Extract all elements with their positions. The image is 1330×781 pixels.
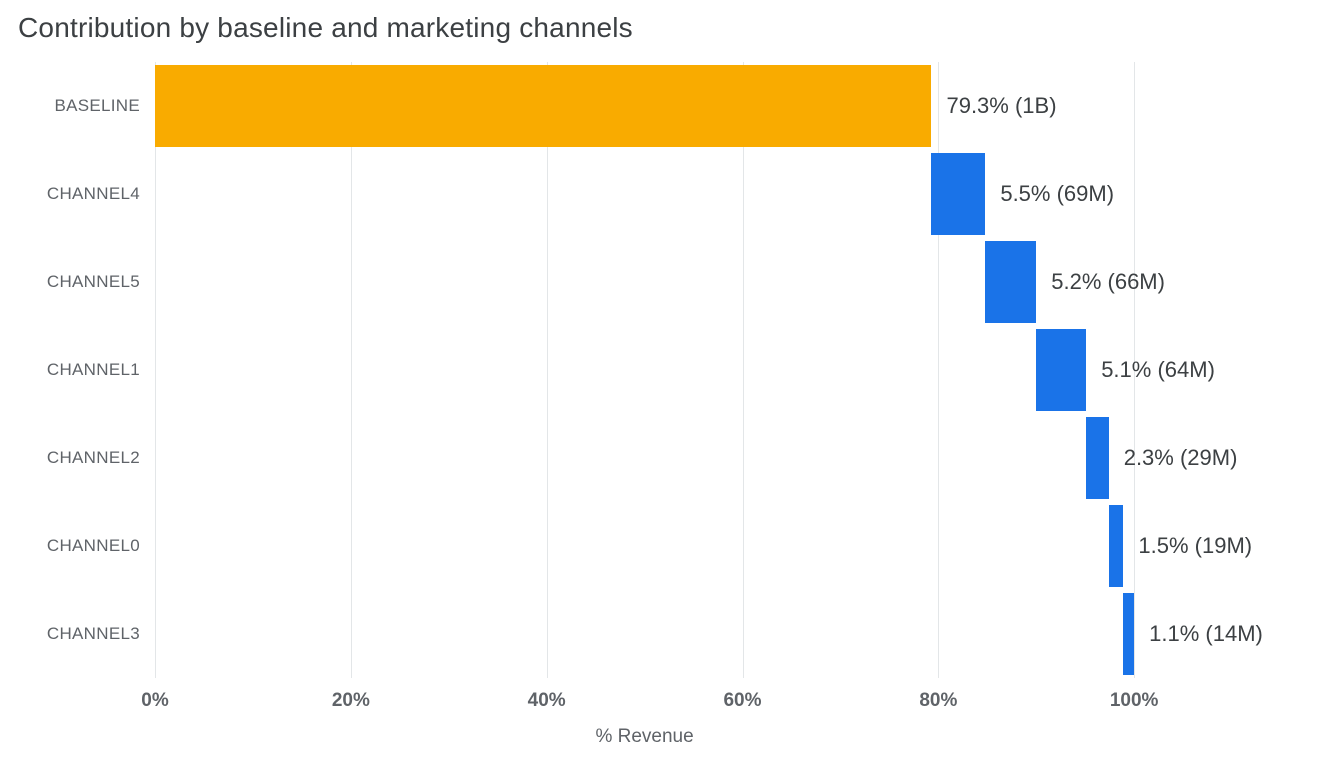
category-label-channel4: CHANNEL4	[46, 184, 140, 203]
gridline	[155, 62, 156, 678]
value-label: 1.1% (14M)	[1149, 621, 1263, 646]
x-axis-title-row: % Revenue	[0, 726, 1330, 752]
x-tick-label: 60%	[723, 690, 762, 711]
bars-layer: 79.3% (1B) 5.5% (69M) 5.2% (66M) 5.1% (64M)…	[155, 62, 1330, 678]
bar-channel5[interactable]	[985, 241, 1037, 323]
chart-body: BASELINE CHANNEL4 CHANNEL5 CHANNEL1 CHANNEL2…	[0, 62, 1330, 678]
value-label: 5.1% (64M)	[1101, 357, 1215, 382]
gridline	[350, 62, 352, 678]
value-label: 5.5% (69M)	[1000, 181, 1115, 206]
chart-row: 2.3% (29M)	[155, 414, 1330, 502]
category-label-channel5: CHANNEL5	[46, 272, 140, 291]
gridlines-layer	[155, 62, 1330, 678]
value-label: 2.3% (29M)	[1123, 445, 1238, 470]
chart-row: 5.5% (69M)	[155, 150, 1330, 238]
category-axis: BASELINE CHANNEL4 CHANNEL5 CHANNEL1 CHANNEL2…	[0, 62, 155, 678]
chart-row: 1.1% (14M)	[155, 590, 1330, 678]
bar-channel1[interactable]	[1036, 329, 1087, 411]
value-label: 1.5% (19M)	[1138, 533, 1253, 558]
x-tick-labels: 0% 20% 40% 60% 80% 100%	[141, 690, 1330, 716]
x-axis: 0% 20% 40% 60% 80% 100%	[0, 690, 1330, 716]
chart-row: 79.3% (1B)	[155, 62, 1330, 150]
value-label: 79.3% (1B)	[946, 93, 1057, 118]
chart-row: 5.1% (64M)	[155, 326, 1330, 414]
bar-channel0[interactable]	[1108, 505, 1124, 587]
category-label-channel1: CHANNEL1	[46, 360, 140, 379]
bar-baseline[interactable]	[155, 65, 932, 147]
x-axis-title: % Revenue	[595, 726, 694, 747]
x-tick-label: 80%	[919, 690, 958, 711]
plot-area: 79.3% (1B) 5.5% (69M) 5.2% (66M) 5.1% (64M)…	[155, 62, 1330, 678]
x-tick-label: 20%	[331, 690, 370, 711]
chart-title: Contribution by baseline and marketing c…	[18, 12, 633, 43]
gridline	[546, 62, 548, 678]
value-label: 5.2% (66M)	[1051, 269, 1165, 294]
x-tick-label: 100%	[1109, 690, 1159, 711]
category-label-baseline: BASELINE	[54, 96, 140, 115]
x-tick-label: 0%	[141, 690, 169, 711]
category-label-channel2: CHANNEL2	[46, 448, 140, 467]
x-axis-title-area: % Revenue	[155, 726, 1330, 752]
category-label-channel0: CHANNEL0	[46, 536, 140, 555]
bar-channel3[interactable]	[1123, 593, 1135, 675]
category-label-channel3: CHANNEL3	[46, 624, 140, 643]
gridline	[938, 62, 940, 678]
gridline	[1134, 62, 1136, 678]
x-tick-label: 40%	[527, 690, 566, 711]
chart-row: 1.5% (19M)	[155, 502, 1330, 590]
bar-channel2[interactable]	[1086, 417, 1109, 499]
chart-row: 5.2% (66M)	[155, 238, 1330, 326]
axis-spacer	[0, 726, 155, 752]
bar-channel4[interactable]	[931, 153, 986, 235]
axis-spacer	[0, 690, 155, 716]
gridline	[742, 62, 744, 678]
